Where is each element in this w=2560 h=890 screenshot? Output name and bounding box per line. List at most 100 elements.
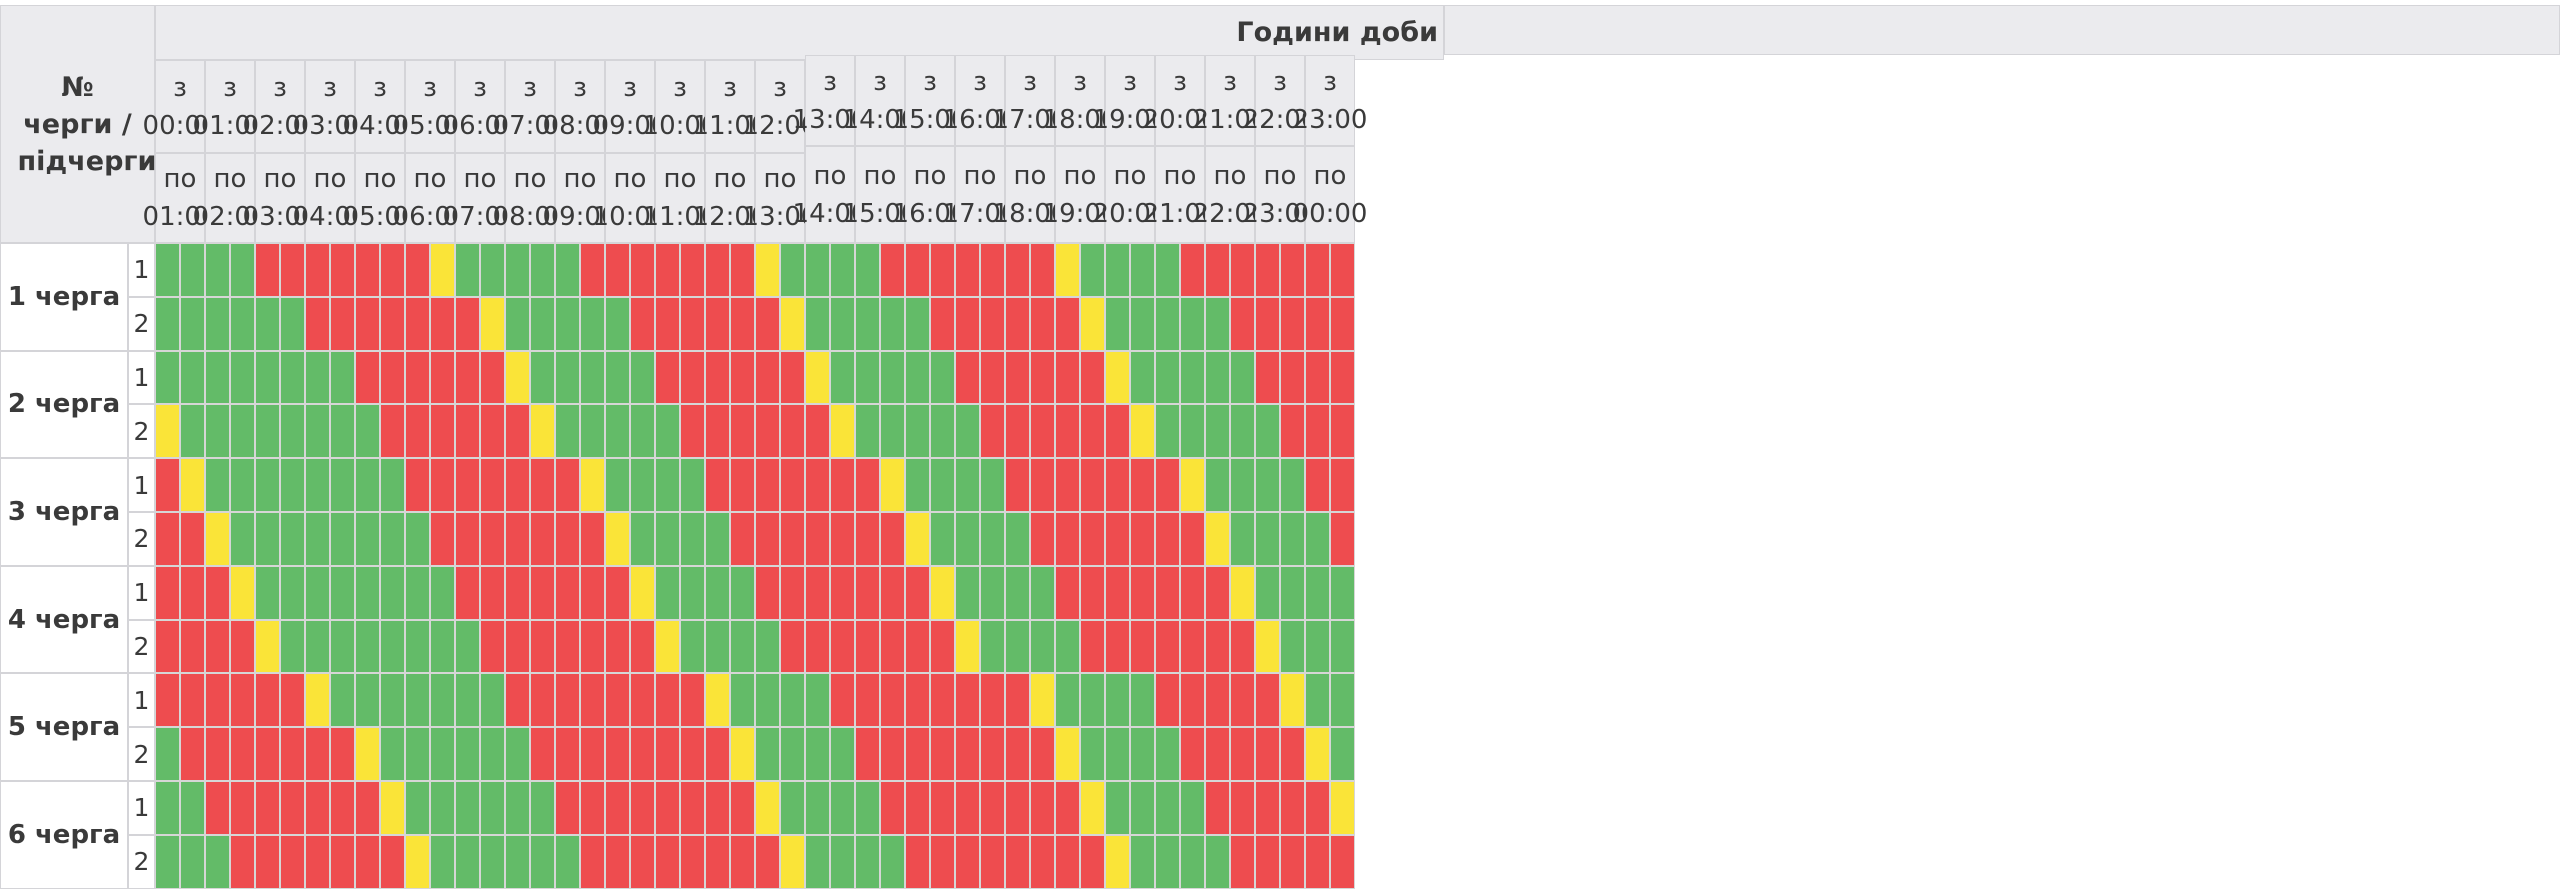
hour-from-prefix: з [573, 72, 587, 103]
schedule-cell [530, 619, 555, 674]
hour-to-prefix: по [1213, 160, 1247, 191]
schedule-cell [605, 512, 630, 566]
schedule-cell [930, 243, 955, 297]
schedule-cell [280, 834, 305, 889]
schedule-cell [1155, 565, 1180, 620]
schedule-cell [1180, 727, 1205, 781]
schedule-cell [1080, 512, 1105, 566]
hour-to-prefix: по [613, 164, 647, 194]
schedule-cell [1055, 834, 1080, 889]
hour-to-header: по 02:00 [193, 153, 267, 243]
schedule-cell [480, 350, 505, 405]
schedule-cell [255, 512, 280, 566]
schedule-cell [730, 727, 755, 781]
schedule-cell [580, 781, 605, 835]
schedule-cell [455, 727, 480, 781]
schedule-cell [1255, 296, 1280, 351]
schedule-cell [1205, 619, 1230, 674]
schedule-cell [405, 727, 430, 781]
schedule-cell [1005, 781, 1030, 835]
schedule-cell [405, 243, 430, 297]
schedule-cell [630, 512, 655, 566]
hour-to-time: 15:00 [842, 198, 918, 229]
schedule-cell [1255, 404, 1280, 459]
schedule-cell [1005, 619, 1030, 674]
schedule-cell [1330, 834, 1355, 889]
schedule-cell [1280, 619, 1305, 674]
schedule-cell [705, 243, 730, 297]
schedule-cell [1055, 243, 1080, 297]
hour-from-prefix: з [1273, 66, 1287, 97]
schedule-cell [1305, 296, 1330, 351]
schedule-cell [630, 727, 655, 781]
hour-to-prefix: по [863, 160, 897, 191]
schedule-cell [355, 619, 380, 674]
schedule-cell [780, 781, 805, 835]
schedule-cell [1205, 350, 1230, 405]
schedule-cell [555, 458, 580, 512]
hour-from-time: 23:00 [1292, 104, 1368, 135]
schedule-cell [1155, 350, 1180, 405]
hour-to-header: по 14:00 [793, 146, 867, 243]
schedule-cell [580, 673, 605, 728]
subqueue-label: 1 [128, 243, 155, 297]
hour-from-prefix: з [723, 72, 737, 103]
schedule-cell [480, 296, 505, 351]
schedule-cell [1180, 512, 1205, 566]
schedule-cell [380, 512, 405, 566]
hour-to-header: по 21:00 [1143, 146, 1217, 243]
schedule-cell [355, 512, 380, 566]
hour-from-header: з 00:00 [143, 60, 217, 153]
queue-label-text: 1 черга [7, 281, 121, 312]
schedule-cell [1080, 619, 1105, 674]
schedule-cell [1305, 404, 1330, 459]
schedule-cell [530, 458, 555, 512]
hour-to-prefix: по [363, 164, 397, 194]
hour-to-prefix: по [513, 164, 547, 194]
schedule-cell [230, 781, 255, 835]
schedule-cell [430, 404, 455, 459]
hour-to-header: по 12:00 [693, 153, 767, 243]
hour-from-header: з 14:00 [843, 55, 917, 146]
schedule-cell [1005, 673, 1030, 728]
hour-from-prefix: з [1323, 66, 1337, 97]
schedule-cell [1080, 458, 1105, 512]
schedule-cell [405, 512, 430, 566]
hour-to-header: по 07:00 [443, 153, 517, 243]
schedule-cell [280, 619, 305, 674]
hour-to-time: 17:00 [942, 198, 1018, 229]
schedule-cell [905, 565, 930, 620]
schedule-cell [1155, 458, 1180, 512]
schedule-cell [780, 458, 805, 512]
hour-to-time: 03:00 [242, 202, 318, 232]
hour-from-time: 19:00 [1092, 104, 1168, 135]
schedule-cell [255, 727, 280, 781]
schedule-cell [1255, 673, 1280, 728]
hour-from-prefix: з [923, 66, 937, 97]
hour-to-prefix: по [313, 164, 347, 194]
schedule-cell [555, 781, 580, 835]
schedule-cell [1180, 296, 1205, 351]
schedule-cell [155, 781, 180, 835]
schedule-cell [1255, 727, 1280, 781]
schedule-cell [480, 781, 505, 835]
schedule-cell [755, 673, 780, 728]
schedule-cell [705, 619, 730, 674]
schedule-cell [830, 834, 855, 889]
schedule-cell [855, 404, 880, 459]
schedule-cell [305, 619, 330, 674]
schedule-cell [1280, 834, 1305, 889]
hour-from-time: 17:00 [992, 104, 1068, 135]
hour-from-prefix: з [823, 66, 837, 97]
schedule-cell [1230, 243, 1255, 297]
schedule-cell [530, 565, 555, 620]
hour-from-time: 12:00 [742, 110, 818, 141]
schedule-cell [580, 350, 605, 405]
schedule-cell [505, 243, 530, 297]
schedule-cell [1155, 296, 1180, 351]
hour-from-time: 00:00 [142, 110, 218, 141]
schedule-cell [555, 565, 580, 620]
schedule-cell [455, 834, 480, 889]
hour-from-time: 13:00 [792, 104, 868, 135]
schedule-cell [205, 458, 230, 512]
